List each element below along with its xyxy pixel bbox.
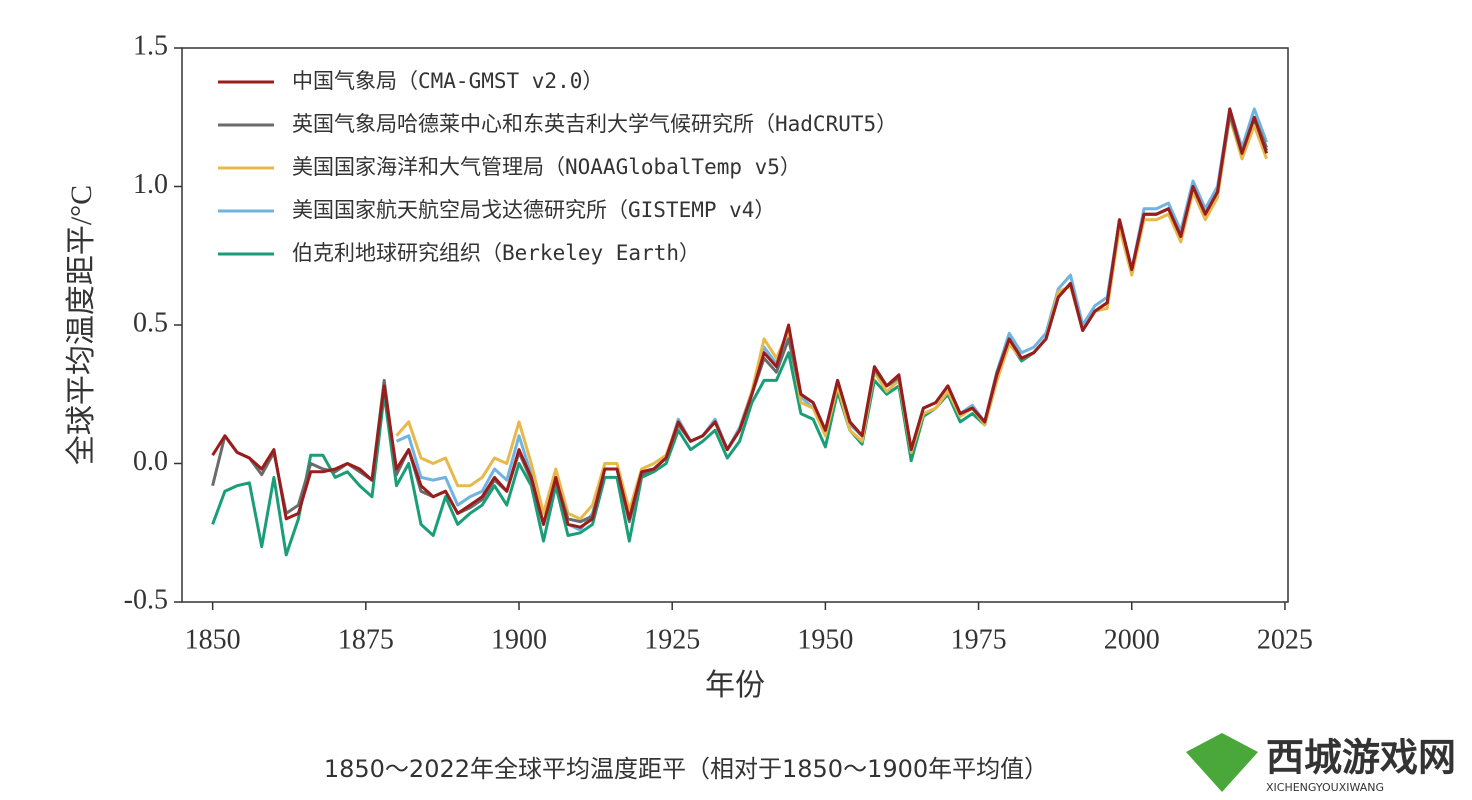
series-line	[211, 107, 1269, 529]
x-tick-label: 1975	[951, 624, 1007, 655]
x-axis-label: 年份	[705, 669, 765, 702]
x-tick-label: 2000	[1104, 624, 1160, 655]
x-tick-label: 1950	[797, 624, 853, 655]
logo-icon	[1186, 733, 1258, 792]
legend-label: 美国国家航天航空局戈达德研究所（GISTEMP v4）	[292, 198, 775, 222]
logo: 西城游戏网 XICHENGYOUXIWANG	[1186, 733, 1456, 794]
x-tick-label: 1900	[491, 624, 547, 655]
y-tick-label: 0.5	[133, 307, 168, 338]
legend-label: 美国国家海洋和大气管理局（NOAAGlobalTemp v5）	[292, 155, 801, 179]
legend-label: 伯克利地球研究组织（Berkeley Earth）	[292, 241, 700, 265]
legend-label: 中国气象局（CMA-GMST v2.0）	[292, 69, 603, 93]
y-tick-label: 1.0	[133, 169, 168, 200]
logo-title: 西城游戏网	[1266, 736, 1456, 780]
x-tick-label: 2025	[1257, 624, 1313, 655]
legend-label: 英国气象局哈德莱中心和东英吉利大学气候研究所（HadCRUT5）	[292, 112, 897, 136]
caption: 1850～2022年全球平均温度距平（相对于1850～1900年平均值）	[324, 755, 1048, 783]
y-tick-label: -0.5	[124, 584, 168, 615]
y-axis-label: 全球平均温度距平/°C	[65, 185, 98, 465]
x-tick-label: 1925	[644, 624, 700, 655]
logo-subtitle: XICHENGYOUXIWANG	[1266, 781, 1384, 794]
x-tick-label: 1875	[338, 624, 394, 655]
x-tick-label: 1850	[185, 624, 241, 655]
y-tick-label: 1.5	[133, 30, 168, 61]
y-tick-label: 0.0	[133, 446, 168, 477]
